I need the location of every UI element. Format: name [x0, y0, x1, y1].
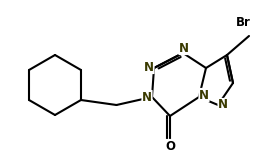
Text: N: N — [218, 99, 228, 112]
Text: N: N — [199, 89, 209, 102]
Text: N: N — [142, 91, 152, 104]
Text: N: N — [179, 42, 189, 54]
Text: N: N — [144, 60, 154, 73]
Text: Br: Br — [235, 16, 250, 29]
Text: O: O — [165, 139, 175, 152]
